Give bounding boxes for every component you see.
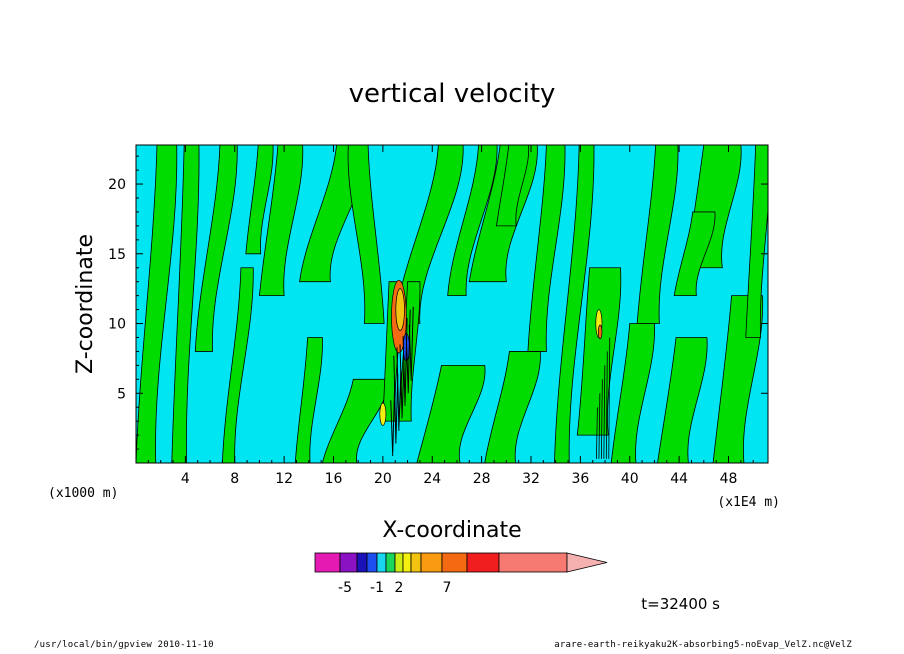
y-tick-label: 20 — [108, 177, 126, 193]
time-label: t=32400 s — [641, 595, 720, 613]
updraft-core-cell — [379, 402, 387, 426]
colorbar-segment — [441, 552, 468, 573]
x-tick-label: 48 — [720, 471, 738, 487]
core-contour-line — [405, 333, 409, 390]
x-tick-label: 16 — [325, 471, 343, 487]
positive-velocity-regions — [136, 145, 768, 463]
x-tick-label: 4 — [181, 471, 190, 487]
y-axis-label: Z-coordinate — [73, 234, 98, 374]
core-contour-line — [608, 337, 611, 459]
updraft-core-cell — [597, 324, 603, 340]
colorbar-segment — [466, 552, 500, 573]
positive-velocity-band — [245, 145, 274, 255]
y-tick-label: 15 — [108, 247, 126, 263]
colorbar-segment — [366, 552, 378, 573]
colorbar-segment — [376, 552, 387, 573]
colorbar-arrow — [566, 552, 608, 573]
x-axis-label: X-coordinate — [382, 518, 521, 543]
plot-area — [135, 144, 769, 464]
core-contour-line — [600, 379, 603, 459]
core-contour-line — [598, 393, 601, 459]
colorbar-segment — [339, 552, 358, 573]
core-contour-line — [404, 317, 408, 402]
colorbar-segment — [410, 552, 422, 573]
positive-velocity-band — [416, 364, 486, 463]
positive-velocity-band — [222, 267, 254, 463]
x-tick-label: 24 — [423, 471, 441, 487]
core-contour-line — [407, 309, 411, 394]
positive-velocity-band — [495, 145, 529, 227]
x-unit-right: (x1E4 m) — [717, 495, 780, 510]
colorbar-segment — [314, 552, 341, 573]
footer-right: arare-earth-reikyaku2K-absorbing5-noEvap… — [554, 640, 852, 650]
x-tick-label: 36 — [571, 471, 589, 487]
x-tick-label: 40 — [621, 471, 639, 487]
colorbar-tick-label: 7 — [443, 580, 452, 596]
positive-velocity-band — [258, 145, 304, 297]
positive-velocity-band — [576, 267, 622, 436]
x-tick-label: 28 — [473, 471, 491, 487]
y-tick-label: 10 — [108, 317, 126, 333]
core-contour-line — [596, 407, 598, 459]
core-contour-line — [399, 344, 403, 415]
positive-velocity-band — [194, 145, 238, 352]
positive-velocity-band — [657, 337, 708, 463]
positive-velocity-band — [554, 145, 595, 463]
colorbar-segment — [385, 552, 396, 573]
x-tick-label: 32 — [522, 471, 540, 487]
positive-velocity-band — [447, 145, 498, 297]
positive-velocity-band — [136, 145, 178, 463]
colorbar-segment — [356, 552, 368, 573]
colorbar-tick-label: 2 — [395, 580, 404, 596]
positive-velocity-band — [347, 145, 385, 324]
core-contour-line — [393, 355, 397, 440]
positive-velocity-band — [745, 145, 768, 338]
colorbar-tick-label: -5 — [338, 580, 352, 596]
updraft-core — [379, 279, 611, 459]
x-axis: 4 8 12 16 20 24 28 32 36 40 44 48 — [147, 145, 754, 487]
x-tick-label: 12 — [275, 471, 293, 487]
core-contour-line — [605, 351, 608, 459]
positive-velocity-band — [527, 145, 566, 352]
x-tick-label: 20 — [374, 471, 392, 487]
core-contour-line — [603, 365, 606, 459]
colorbar-segment — [402, 552, 412, 573]
x-unit-left: (x1000 m) — [48, 486, 118, 501]
positive-velocity-band — [171, 145, 200, 463]
updraft-core-cell — [395, 288, 405, 331]
core-contour-line — [396, 347, 400, 431]
colorbar-tick-label: -1 — [370, 580, 384, 596]
positive-velocity-band — [673, 211, 716, 297]
colorbar-segment — [498, 552, 568, 573]
plot-frame — [135, 144, 769, 464]
positive-velocity-band — [636, 145, 679, 324]
positive-velocity-band — [294, 337, 323, 463]
x-tick-label: 8 — [230, 471, 239, 487]
y-axis: 5 10 15 20 — [108, 155, 768, 450]
y-tick-label: 5 — [117, 386, 126, 402]
x-tick-label: 44 — [670, 471, 688, 487]
colorbar-segment — [394, 552, 404, 573]
footer-left: /usr/local/bin/gpview 2010-11-10 — [34, 640, 214, 650]
chart-title: vertical velocity — [349, 79, 556, 109]
colorbar-segment — [420, 552, 443, 573]
core-contour-line — [402, 336, 406, 406]
colorbar: -5 -1 2 7 — [314, 552, 608, 596]
core-contour-line — [410, 306, 414, 377]
